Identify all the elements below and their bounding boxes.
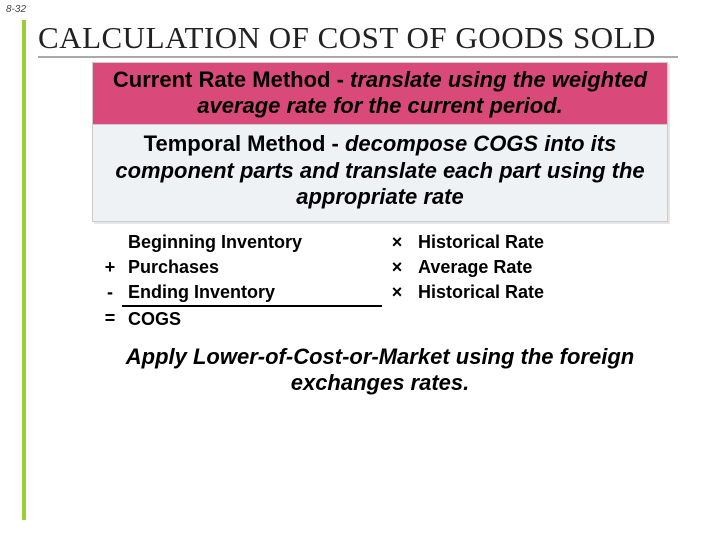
mul-cell: × — [382, 280, 412, 306]
op-cell — [98, 230, 122, 255]
temporal-lead: Temporal Method - — [144, 131, 345, 156]
cogs-computation: Beginning Inventory × Historical Rate + … — [98, 230, 658, 332]
table-row: + Purchases × Average Rate — [98, 255, 658, 280]
op-cell: = — [98, 306, 122, 332]
mul-cell — [382, 306, 412, 332]
mul-cell: × — [382, 255, 412, 280]
table-row: Beginning Inventory × Historical Rate — [98, 230, 658, 255]
item-cell: Purchases — [122, 255, 382, 280]
temporal-method-box: Temporal Method - decompose COGS into it… — [92, 124, 668, 221]
current-rate-method-box: Current Rate Method - translate using th… — [92, 62, 668, 127]
cogs-table: Beginning Inventory × Historical Rate + … — [98, 230, 658, 332]
mul-cell: × — [382, 230, 412, 255]
item-cell: COGS — [122, 306, 382, 332]
slide-title: CALCULATION OF COST OF GOODS SOLD — [38, 20, 708, 56]
current-rate-lead: Current Rate Method - — [113, 67, 350, 92]
title-underline — [38, 56, 678, 58]
rate-cell: Historical Rate — [412, 280, 658, 306]
page-number: 8-32 — [6, 4, 26, 15]
rate-cell — [412, 306, 658, 332]
op-cell: + — [98, 255, 122, 280]
rate-cell: Average Rate — [412, 255, 658, 280]
slide-body: CALCULATION OF COST OF GOODS SOLD Curren… — [38, 20, 708, 528]
op-cell: - — [98, 280, 122, 306]
item-cell: Ending Inventory — [122, 280, 382, 306]
table-row: - Ending Inventory × Historical Rate — [98, 280, 658, 306]
rate-cell: Historical Rate — [412, 230, 658, 255]
table-row: = COGS — [98, 306, 658, 332]
left-accent-rule — [22, 20, 26, 520]
footer-note: Apply Lower-of-Cost-or-Market using the … — [92, 344, 668, 397]
item-cell: Beginning Inventory — [122, 230, 382, 255]
